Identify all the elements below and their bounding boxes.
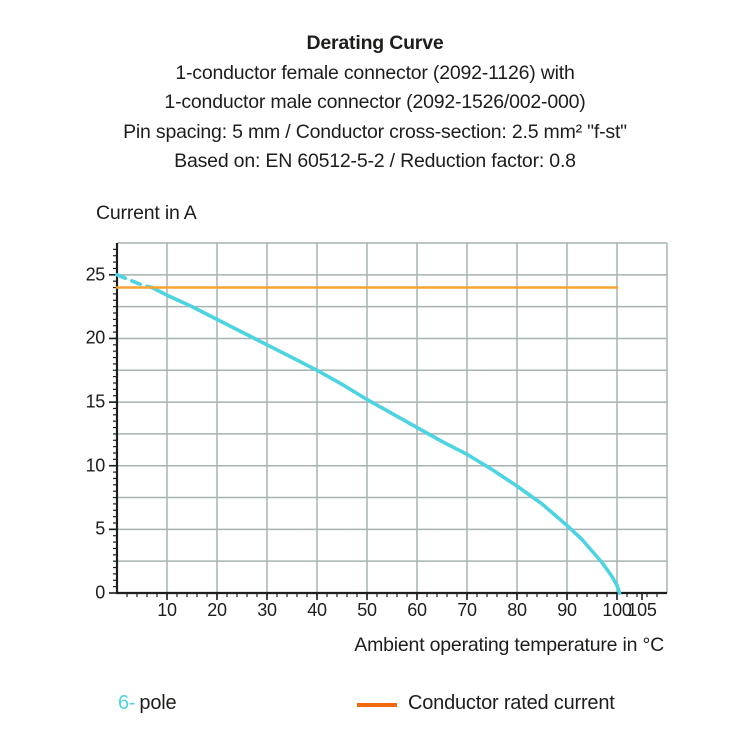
chart-legend: 6- pole Conductor rated current xyxy=(0,692,750,718)
x-tick-label: 90 xyxy=(557,600,577,620)
chart-subtitle-line-1: 1-conductor female connector (2092-1126)… xyxy=(175,61,575,84)
x-tick-label: 80 xyxy=(507,600,527,620)
legend-rated-current-label: Conductor rated current xyxy=(408,692,615,714)
chart-subtitle-line-2: 1-conductor male connector (2092-1526/00… xyxy=(164,91,586,113)
x-tick-label: 10 xyxy=(157,600,177,620)
x-tick-label: 105 xyxy=(627,600,657,620)
curve-6pole-dashed-segment xyxy=(115,273,154,290)
y-tick-label: 10 xyxy=(85,455,106,476)
x-tick-label: 70 xyxy=(457,600,477,620)
x-tick-label: 40 xyxy=(307,600,327,620)
legend-item-6pole: 6- pole xyxy=(118,692,177,715)
y-tick-label: 0 xyxy=(95,582,105,603)
x-tick-label: 60 xyxy=(407,600,427,620)
legend-6pole-label: pole xyxy=(139,692,177,714)
x-tick-label: 30 xyxy=(257,600,277,620)
y-axis-title: Current in A xyxy=(96,202,197,224)
chart-title: Derating Curve xyxy=(306,32,444,54)
x-tick-label: 50 xyxy=(357,600,377,620)
chart-subtitle-line-4: Based on: EN 60512-5-2 / Reduction facto… xyxy=(174,150,576,172)
chart-header: Derating Curve 1-conductor female connec… xyxy=(0,29,750,177)
y-tick-label: 5 xyxy=(95,518,105,539)
y-tick-label: 20 xyxy=(85,327,106,348)
y-tick-label: 15 xyxy=(85,391,106,412)
chart-subtitle-line-3: Pin spacing: 5 mm / Conductor cross-sect… xyxy=(123,120,627,143)
x-axis-title: Ambient operating temperature in °C xyxy=(354,634,664,656)
rated-current-swatch xyxy=(357,702,397,707)
curve-6pole xyxy=(150,285,622,595)
x-tick-label: 20 xyxy=(207,600,227,620)
y-tick-label: 25 xyxy=(85,264,106,285)
legend-6pole-number: 6- xyxy=(118,692,136,714)
legend-item-rated-current: Conductor rated current xyxy=(357,692,615,715)
x-tick-label: 100 xyxy=(602,600,632,620)
